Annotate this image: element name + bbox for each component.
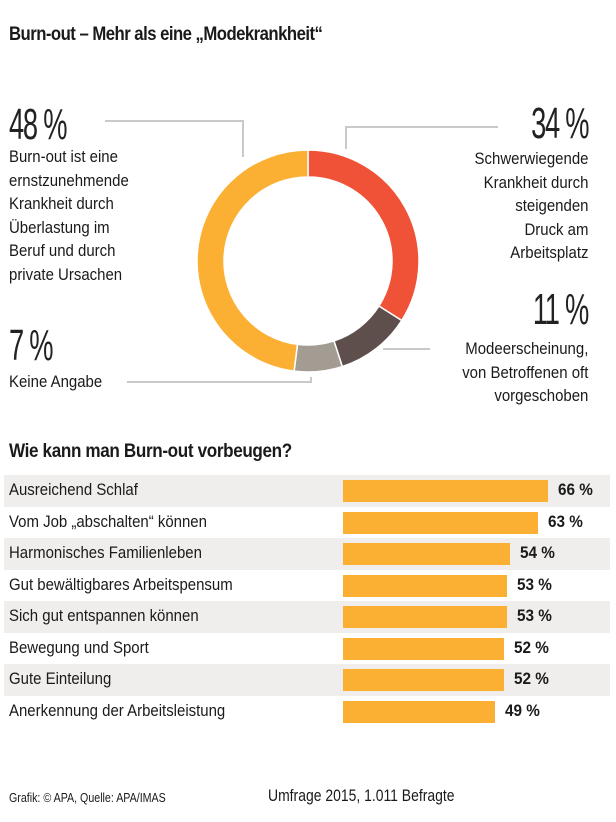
desc-line: Burn-out ist eine xyxy=(9,147,118,166)
desc-line: Keine Angabe xyxy=(9,372,103,391)
bar-category-label: Gute Einteilung xyxy=(9,669,112,688)
slice-value-7: 7 % xyxy=(9,321,54,370)
desc-line: Überlastung im xyxy=(9,217,110,237)
bar-row: Gute Einteilung 52 % xyxy=(4,664,610,696)
bar-category-label: Sich gut entspannen können xyxy=(9,606,199,625)
bar-row: Harmonisches Familienleben 54 % xyxy=(4,538,610,570)
chart-title: Burn-out – Mehr als eine „Modekrankheit“ xyxy=(9,24,323,45)
bar-value-label: 54 % xyxy=(520,543,556,562)
desc-line: ernstzunehmende xyxy=(9,170,129,190)
bar-category-label: Anerkennung der Arbeitsleistung xyxy=(9,700,226,720)
desc-line: private Ursachen xyxy=(9,264,123,284)
bar-value-label: 53 % xyxy=(517,574,553,594)
bar xyxy=(343,543,511,565)
desc-line: Druck am xyxy=(523,219,588,239)
bar-row: Anerkennung der Arbeitsleistung 49 % xyxy=(4,696,610,728)
survey-note: Umfrage 2015, 1.011 Befragte xyxy=(268,786,455,805)
desc-line: Modeerscheinung, xyxy=(464,339,588,358)
slice-value-34: 34 % xyxy=(530,99,589,148)
bar-chart-title: Wie kann man Burn-out vorbeugen? xyxy=(9,441,292,462)
bar-value-label: 52 % xyxy=(514,669,550,688)
bar xyxy=(343,700,495,723)
desc-line: Schwerwiegende xyxy=(474,149,588,168)
slice-desc-48: Burn-out ist eine ernstzunehmende Krankh… xyxy=(9,145,129,286)
bar-category-label: Harmonisches Familienleben xyxy=(9,543,202,562)
bar-value-label: 53 % xyxy=(517,606,553,625)
bar xyxy=(343,574,508,597)
leader-line-7 xyxy=(127,377,312,383)
desc-line: vorgeschoben xyxy=(494,386,588,405)
donut-chart xyxy=(105,120,498,383)
bar-value-label: 49 % xyxy=(504,700,540,720)
leader-line-34 xyxy=(345,126,498,149)
desc-line: Krankheit durch xyxy=(483,172,588,192)
donut-slice-7 xyxy=(293,339,344,373)
bar-row: Vom Job „abschalten“ können 63 % xyxy=(4,507,610,539)
donut-slice-48 xyxy=(196,149,309,372)
donut-slice-11 xyxy=(333,304,403,368)
bar-chart: Ausreichend Schlaf 66 % Vom Job „abschal… xyxy=(4,475,610,727)
desc-line: steigenden xyxy=(514,196,588,215)
bar-row: Sich gut entspannen können 53 % xyxy=(4,601,610,633)
desc-line: Krankheit durch xyxy=(9,194,114,213)
bar-category-label: Gut bewältigbares Arbeitspensum xyxy=(9,574,233,594)
bar-value-label: 52 % xyxy=(514,637,550,657)
slice-desc-7: Keine Angabe xyxy=(9,370,102,394)
source-credit: Grafik: © APA, Quelle: APA/IMAS xyxy=(9,790,166,805)
slice-desc-11: Modeerscheinung, von Betroffenen oft vor… xyxy=(462,337,588,408)
leader-line-48 xyxy=(105,120,244,157)
donut-slice-34 xyxy=(307,149,420,322)
slice-desc-34: Schwerwiegende Krankheit durch steigende… xyxy=(474,147,588,265)
desc-line: von Betroffenen oft xyxy=(461,362,588,382)
bar-row: Gut bewältigbares Arbeitspensum 53 % xyxy=(4,570,610,602)
bar xyxy=(343,606,508,628)
desc-line: Arbeitsplatz xyxy=(509,243,588,262)
bar-row: Ausreichend Schlaf 66 % xyxy=(4,475,610,507)
bar-category-label: Ausreichend Schlaf xyxy=(9,480,138,499)
slice-value-48: 48 % xyxy=(9,100,67,149)
bar xyxy=(343,637,505,660)
desc-line: Beruf und durch xyxy=(9,241,116,260)
bar-value-label: 63 % xyxy=(548,511,584,531)
bar-row: Bewegung und Sport 52 % xyxy=(4,633,610,665)
bar-category-label: Vom Job „abschalten“ können xyxy=(9,511,207,531)
bar-value-label: 66 % xyxy=(557,480,593,499)
bar xyxy=(343,669,505,691)
slice-value-11: 11 % xyxy=(532,285,589,334)
bar xyxy=(343,480,548,502)
bar-category-label: Bewegung und Sport xyxy=(9,637,149,657)
bar xyxy=(343,511,539,534)
